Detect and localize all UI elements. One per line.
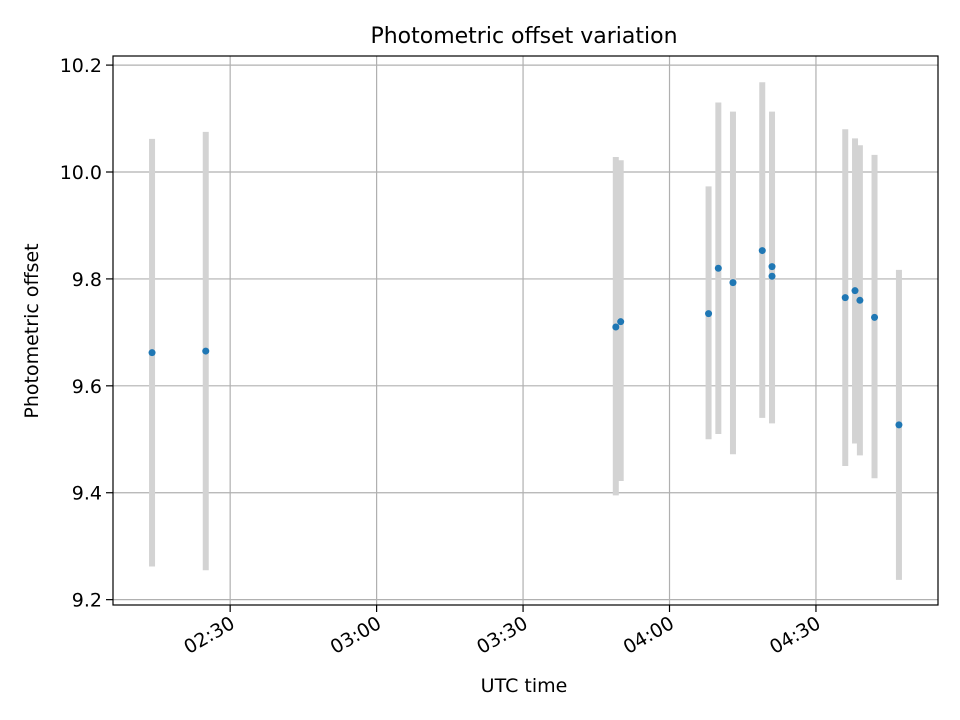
error-bars (149, 82, 902, 580)
data-point (705, 310, 713, 318)
data-point (851, 287, 859, 295)
grid (113, 56, 938, 605)
x-tick-label: 04:30 (766, 612, 824, 658)
data-point (148, 349, 156, 357)
y-tick-label: 9.4 (72, 483, 102, 505)
data-point (841, 294, 849, 302)
data-point (758, 247, 766, 255)
data-point (714, 264, 722, 272)
y-tick-label: 10.0 (60, 162, 102, 184)
data-point (768, 263, 776, 271)
data-point (202, 347, 210, 355)
x-tick-label: 02:30 (180, 612, 238, 658)
y-axis-label: Photometric offset (21, 243, 43, 418)
data-point (871, 313, 879, 321)
y-axis-ticks: 9.2 9.4 9.6 9.8 10.0 10.2 (60, 55, 113, 612)
data-points (148, 247, 903, 429)
x-tick-label: 03:00 (327, 612, 385, 658)
data-point (612, 323, 620, 331)
y-tick-label: 10.2 (60, 55, 102, 77)
y-tick-label: 9.2 (72, 590, 102, 612)
data-point (768, 272, 776, 280)
y-tick-label: 9.6 (72, 376, 102, 398)
chart-title: Photometric offset variation (370, 24, 677, 49)
data-point (617, 318, 625, 326)
x-tick-label: 03:30 (473, 612, 531, 658)
x-axis-label: UTC time (481, 675, 568, 697)
data-point (856, 296, 864, 304)
data-point (729, 279, 737, 287)
plot-frame (112, 55, 939, 606)
x-axis-ticks: 02:30 03:00 03:30 04:00 04:30 (180, 605, 824, 659)
data-point (895, 421, 903, 429)
x-tick-label: 04:00 (620, 612, 678, 658)
y-tick-label: 9.8 (72, 269, 102, 291)
